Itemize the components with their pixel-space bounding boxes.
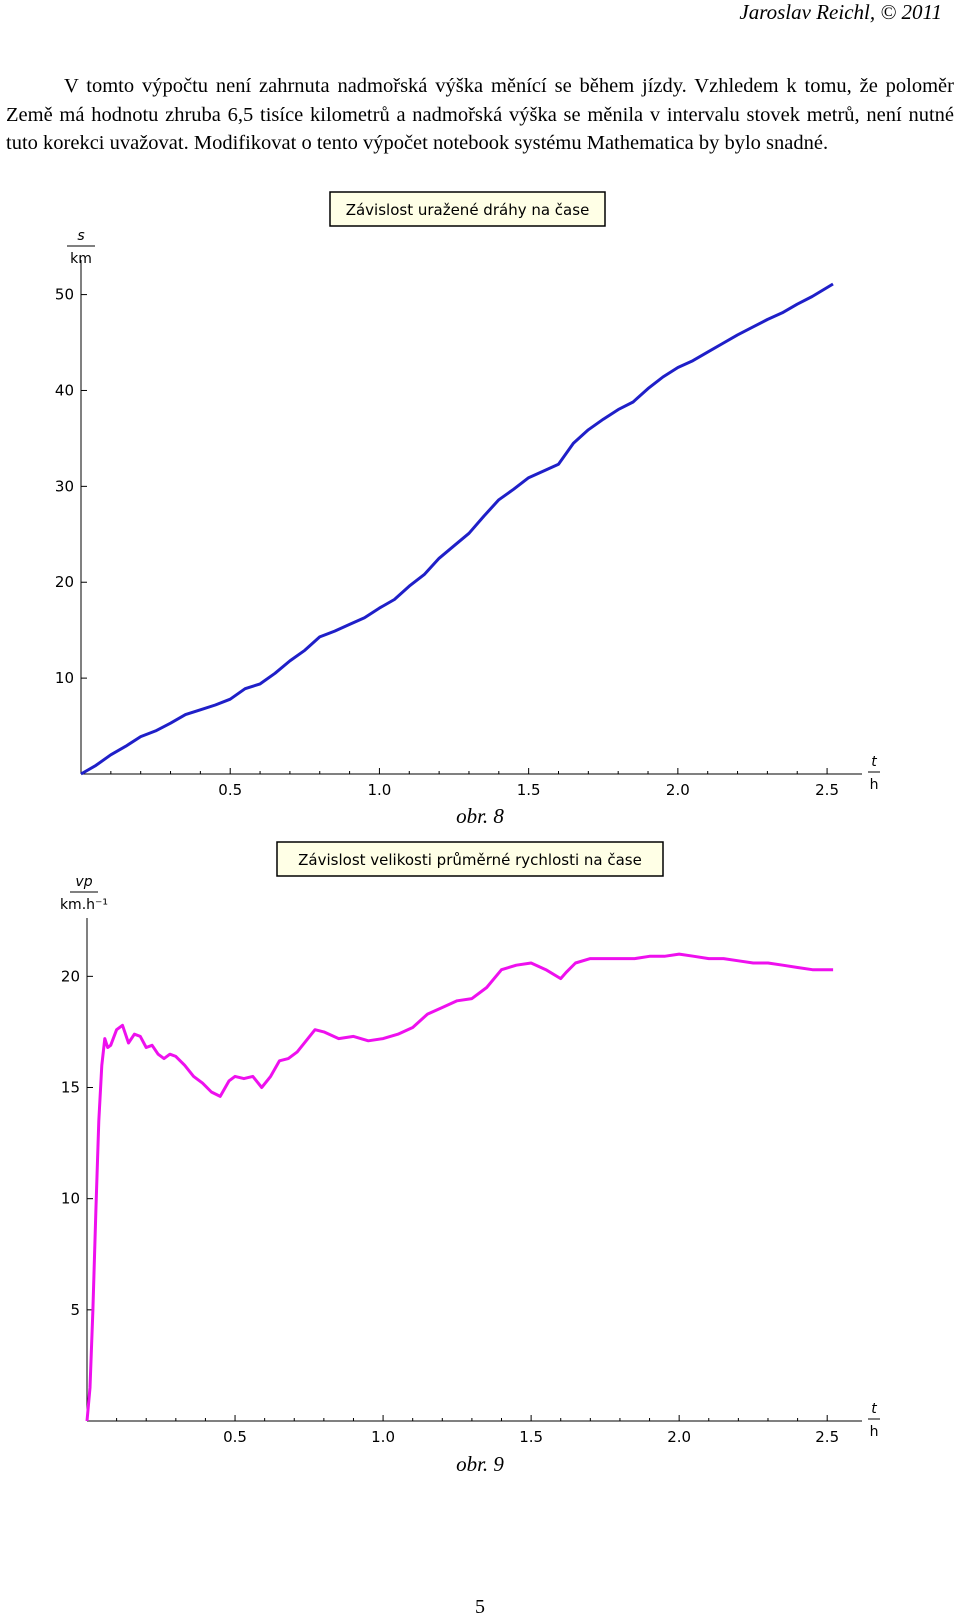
x-tick-label: 1.5 [519, 1428, 543, 1446]
y-axis-label-quantity: vp [75, 874, 92, 890]
x-tick-label: 0.5 [218, 781, 242, 799]
y-tick-label: 50 [55, 286, 74, 304]
chart-title-box [276, 841, 664, 877]
x-axis-label-quantity: t [871, 754, 877, 770]
y-tick-label: 20 [61, 967, 80, 985]
body-text: V tomto výpočtu není zahrnuta nadmořská … [6, 75, 954, 154]
y-axis-label-unit: km.h⁻¹ [60, 897, 108, 913]
figure-caption-8: obr. 8 [456, 804, 504, 828]
body-paragraph: V tomto výpočtu není zahrnuta nadmořská … [6, 72, 954, 158]
x-tick-label: 2.5 [815, 781, 839, 799]
y-tick-label: 10 [55, 669, 74, 687]
y-axis-label-quantity: s [77, 228, 84, 244]
series-line [80, 282, 834, 776]
x-tick-label: 1.0 [368, 781, 392, 799]
chart-title: Závislost uražené dráhy na čase [346, 201, 590, 219]
x-tick-label: 1.0 [371, 1428, 395, 1446]
y-tick-label: 15 [61, 1079, 80, 1097]
series-line [85, 952, 834, 1422]
page-number: 5 [475, 1596, 485, 1618]
y-tick-label: 40 [55, 381, 74, 399]
x-tick-label: 1.5 [517, 781, 541, 799]
author-header: Jaroslav Reichl, © 2011 [739, 0, 942, 24]
average-speed-time-chart: Závislost velikosti průměrné rychlosti n… [60, 841, 880, 1446]
figure-caption-9: obr. 9 [456, 1452, 504, 1476]
x-tick-label: 2.5 [815, 1428, 839, 1446]
x-axis-label-quantity: t [871, 1401, 877, 1417]
x-tick-label: 2.0 [667, 1428, 691, 1446]
x-tick-label: 0.5 [223, 1428, 247, 1446]
y-tick-label: 5 [70, 1301, 80, 1319]
y-tick-label: 30 [55, 477, 74, 495]
x-tick-label: 2.0 [666, 781, 690, 799]
distance-time-chart: Závislost uražené dráhy na čase 0.5 1.0 1.5… [55, 191, 880, 799]
y-tick-label: 20 [55, 573, 74, 591]
x-axis-label-unit: h [870, 1424, 879, 1440]
x-axis-label-unit: h [870, 777, 879, 793]
chart-title: Závislost velikosti průměrné rychlosti n… [298, 851, 642, 869]
y-axis-label-unit: km [70, 251, 92, 267]
y-tick-label: 10 [61, 1190, 80, 1208]
chart-title-box [329, 191, 606, 227]
